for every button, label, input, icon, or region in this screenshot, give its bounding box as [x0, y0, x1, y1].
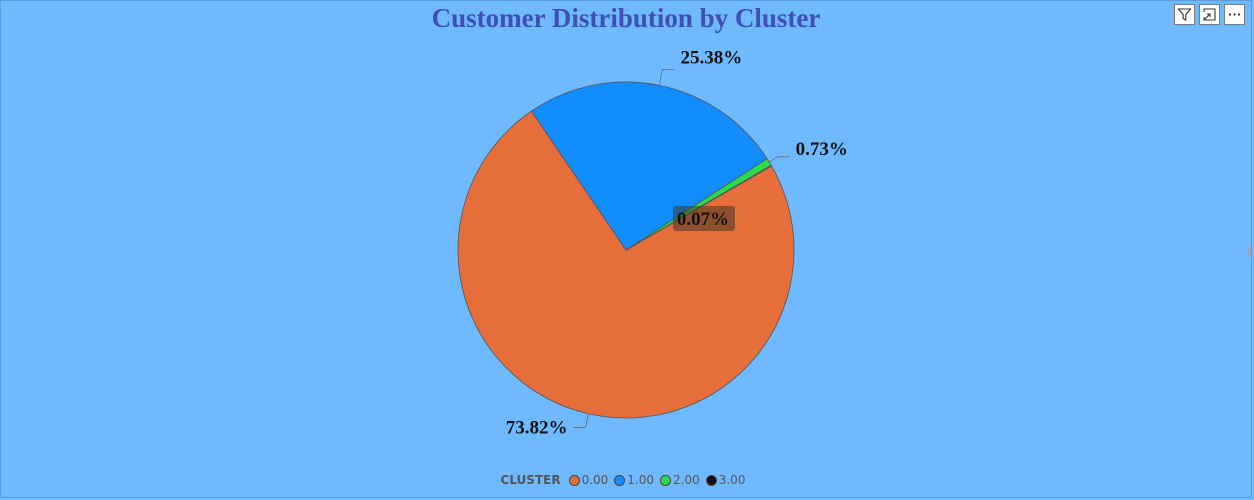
- pie-slice-cluster-0.00[interactable]: [457, 110, 795, 419]
- pie-data-labels: 73.82% 25.38% 0.73% 0.07%: [506, 48, 848, 439]
- legend-item-label: 0.00: [581, 473, 609, 487]
- resize-handle[interactable]: [1248, 245, 1251, 257]
- legend-item-cluster-0.00[interactable]: 0.00: [568, 473, 609, 487]
- more-options-button[interactable]: [1224, 4, 1245, 25]
- legend-marker: [614, 474, 626, 486]
- legend-marker: [568, 474, 580, 486]
- leader-line-cluster-0.00: [573, 413, 589, 428]
- leader-line-cluster-2.00: [768, 156, 790, 163]
- data-label-cluster-1.00: 25.38%: [680, 48, 742, 69]
- more-options-icon: [1228, 13, 1241, 16]
- legend-title: CLUSTER: [500, 473, 561, 487]
- data-label-background-cluster-3.00: [673, 206, 735, 231]
- legend-marker: [705, 474, 717, 486]
- focus-mode-icon: [1203, 8, 1216, 21]
- chart-title: Customer Distribution by Cluster: [431, 3, 821, 33]
- filter-icon: [1177, 8, 1192, 21]
- filter-button[interactable]: [1174, 4, 1195, 25]
- visual-header-toolbar: [1174, 4, 1245, 25]
- data-label-cluster-2.00: 0.73%: [796, 139, 848, 160]
- legend-marker: [660, 474, 672, 486]
- legend-item-label: 2.00: [673, 473, 700, 487]
- legend-item-cluster-3.00[interactable]: 3.00: [705, 473, 746, 487]
- data-label-cluster-0.00: 73.82%: [506, 417, 568, 438]
- pie-slice-cluster-1.00[interactable]: [530, 81, 768, 251]
- legend-item-cluster-2.00[interactable]: 2.00: [660, 473, 700, 487]
- focus-mode-button[interactable]: [1199, 4, 1220, 25]
- pie-chart-canvas: 73.82% 25.38% 0.73% 0.07%: [457, 48, 848, 439]
- data-label-cluster-3.00: 0.07%: [677, 209, 729, 230]
- legend-item-label: 1.00: [627, 473, 655, 487]
- legend-item-label: 3.00: [718, 473, 746, 487]
- pie-slices: [457, 81, 795, 419]
- leader-line-cluster-1.00: [658, 69, 675, 86]
- legend-item-cluster-1.00[interactable]: 1.00: [614, 473, 654, 487]
- chart-legend: CLUSTER 0.00 1.00 2.00 3.00: [1, 473, 1251, 487]
